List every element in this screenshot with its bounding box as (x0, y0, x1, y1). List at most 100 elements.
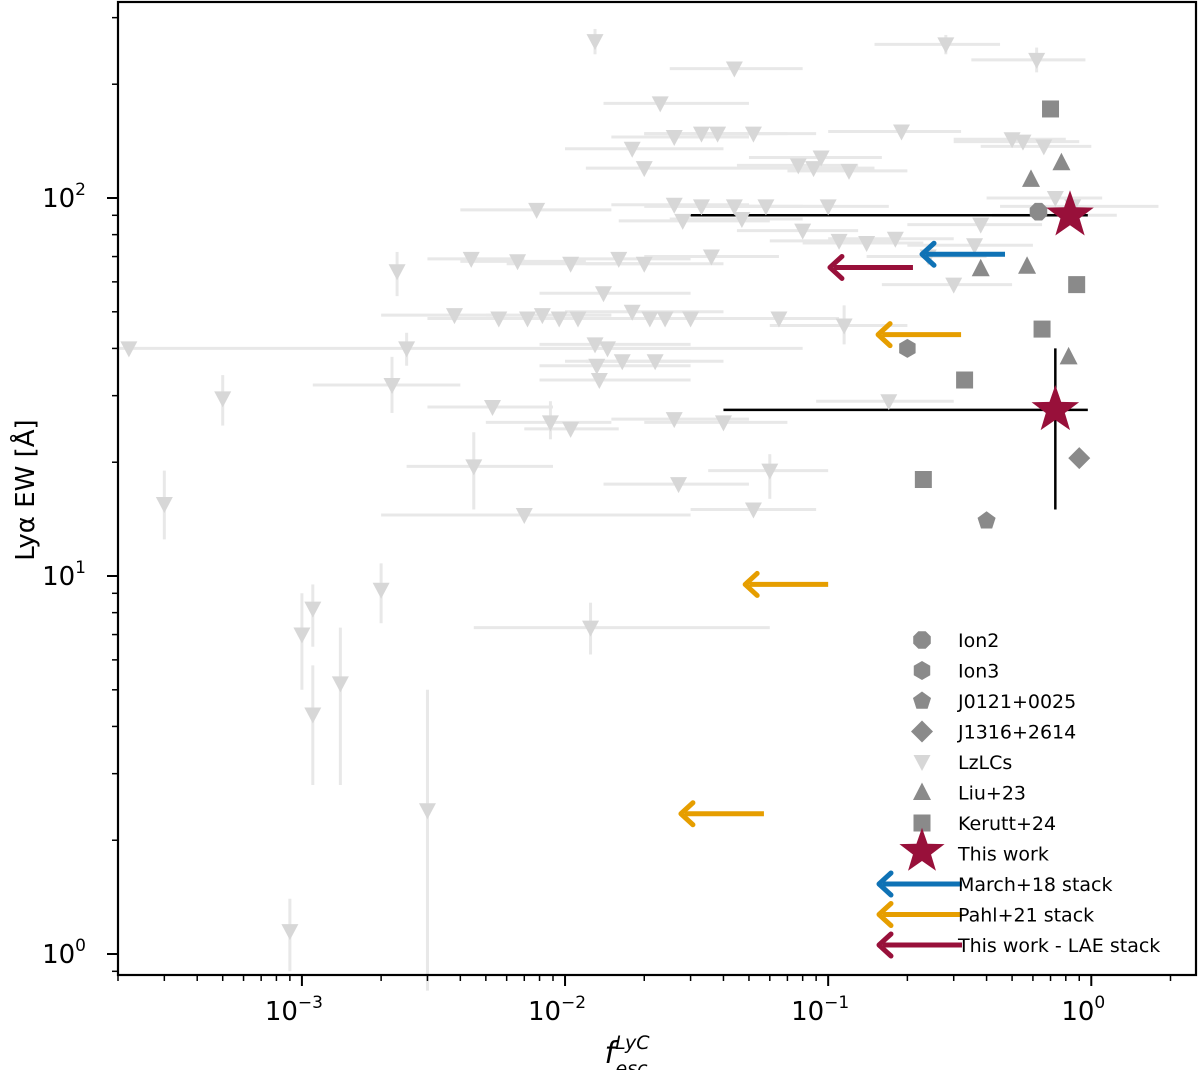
march-18-stack-arrow-0 (919, 240, 1006, 268)
legend-kerutt-24-swatch (913, 814, 931, 832)
lzlcs-point-29 (586, 34, 604, 51)
lzlcs-point-36 (613, 354, 631, 371)
lzlcs-point-55 (714, 415, 732, 432)
lzlcs-point-8 (372, 582, 390, 599)
liu-23-point-2 (1022, 169, 1040, 187)
liu-23-point-0 (971, 258, 990, 277)
lzlcs-point-85 (1046, 191, 1064, 207)
pahl-21-stack-arrow-0 (875, 321, 962, 349)
legend-ion3-label: Ion3 (958, 661, 999, 683)
x-axis-label: fLyC esc (605, 1032, 651, 1070)
lzlcs-point-37 (623, 304, 641, 321)
lzlcs-point-71 (840, 163, 858, 180)
lzlcs-point-11 (388, 264, 406, 281)
lzlcs-point-19 (519, 311, 536, 328)
this-work-point-1 (1031, 384, 1080, 431)
lzlcs-point-25 (562, 421, 580, 438)
lzlcs-point-48 (670, 477, 688, 494)
lzlcs-point-79 (966, 238, 984, 255)
lzlcs-point-13 (445, 308, 463, 325)
ion3-point-0 (899, 338, 916, 358)
lzlcs-point-18 (509, 254, 527, 271)
kerutt-24-point-2 (1033, 320, 1051, 338)
pahl-21-stack-arrow-0-head (875, 321, 893, 349)
lzlcs-point-60 (744, 502, 762, 519)
legend-pahl-21-stack-swatch (876, 901, 962, 928)
lzlcs-point-43 (651, 96, 669, 113)
legend-pahl-21-stack-swatch-head (876, 901, 894, 928)
lzlcs-point-50 (682, 311, 700, 328)
legend-kerutt-24-label: Kerutt+24 (958, 813, 1056, 835)
lzlcs-point-62 (761, 463, 779, 480)
pahl-21-stack-arrow-2 (678, 800, 764, 828)
legend-j1316-2614-swatch (911, 720, 933, 743)
lzlcs-point-51 (692, 126, 710, 143)
lzlcs-point-61 (757, 199, 775, 216)
lzlcs-point-41 (641, 311, 659, 328)
lzlcs-point-7 (331, 676, 349, 693)
legend-this-work-label: This work (957, 844, 1049, 866)
lzlcs-point-4 (293, 627, 311, 644)
lzlcs-point-21 (528, 202, 546, 219)
lzlcs-point-58 (733, 211, 751, 228)
lzlcs-point-44 (656, 311, 674, 328)
lzlcs-point-6 (304, 707, 322, 724)
ion2-point-0 (1029, 202, 1048, 221)
legend-j1316-2614-label: J1316+2614 (957, 722, 1076, 744)
lzlcs-point-54 (709, 126, 727, 143)
lzlcs-point-49 (674, 213, 692, 230)
lzlcs-point-82 (1014, 134, 1032, 151)
legend-liu-23-swatch (913, 782, 931, 800)
lzlcs-point-40 (635, 256, 653, 273)
y-tick-label: 100 (42, 936, 86, 970)
lzlcs-point-77 (937, 37, 955, 54)
this-work-lae-stack-arrow-0 (827, 253, 913, 281)
kerutt-24-point-1 (956, 371, 974, 389)
y-tick-label: 102 (42, 180, 86, 214)
kerutt-24-point-3 (1042, 100, 1060, 118)
lzlcs-point-0 (155, 497, 173, 514)
lzlcs-point-24 (550, 311, 568, 328)
march-18-stack-arrow-0-head (919, 240, 937, 268)
lzlcs-point-64 (789, 158, 807, 175)
plot-frame (116, 0, 1198, 977)
lzlcs-point-80 (972, 217, 990, 234)
data-markers (120, 34, 1094, 941)
lzlcs-point-53 (702, 249, 720, 266)
legend-ion3-swatch (913, 661, 931, 680)
lzlcs-point-68 (819, 199, 837, 216)
y-tick-label: 101 (42, 558, 86, 592)
legend-this-work-lae-stack-label: This work - LAE stack (957, 935, 1160, 957)
lzlcs-point-63 (770, 311, 788, 328)
lzlcs-point-2 (120, 341, 138, 358)
liu-23-point-4 (1059, 346, 1078, 365)
lzlcs-point-1 (214, 391, 232, 408)
lzlcs-point-17 (490, 311, 508, 328)
legend-ion2-swatch (913, 631, 931, 649)
lzlcs-point-28 (582, 620, 600, 637)
lzlcs-point-32 (590, 373, 608, 390)
lzlcs-point-34 (599, 341, 616, 358)
this-work-lae-stack-arrow-0-head (827, 253, 845, 281)
pahl-21-stack-arrow-2-head (678, 800, 696, 828)
legend-this-work-lae-stack-swatch-head (876, 931, 894, 959)
lzlcs-point-84 (1035, 139, 1053, 156)
legend-ion2-label: Ion2 (958, 630, 999, 652)
lzlcs-point-35 (610, 251, 628, 268)
lzlcs-point-26 (562, 256, 580, 273)
lzlcs-point-42 (646, 354, 664, 371)
x-tick-label: 100 (1061, 993, 1105, 1027)
y-axis-label: Lyα EW [Å] (9, 419, 41, 560)
x-axis-ticks: 10−3 10−2 10−1 100 (117, 975, 1172, 1027)
lzlcs-point-70 (835, 318, 853, 335)
lzlcs-point-12 (398, 341, 416, 358)
liu-23-point-3 (1052, 152, 1071, 171)
lzlcs-point-20 (515, 508, 533, 525)
lzlcs-point-31 (588, 358, 606, 375)
lzlcs-point-22 (533, 308, 551, 325)
lzlcs-point-72 (858, 236, 876, 253)
legend-lzlcs-swatch (913, 755, 931, 771)
lzlcs-point-57 (725, 199, 743, 216)
legend-j0121-0025-label: J0121+0025 (957, 691, 1076, 713)
legend-march-18-stack-swatch-head (876, 870, 894, 898)
